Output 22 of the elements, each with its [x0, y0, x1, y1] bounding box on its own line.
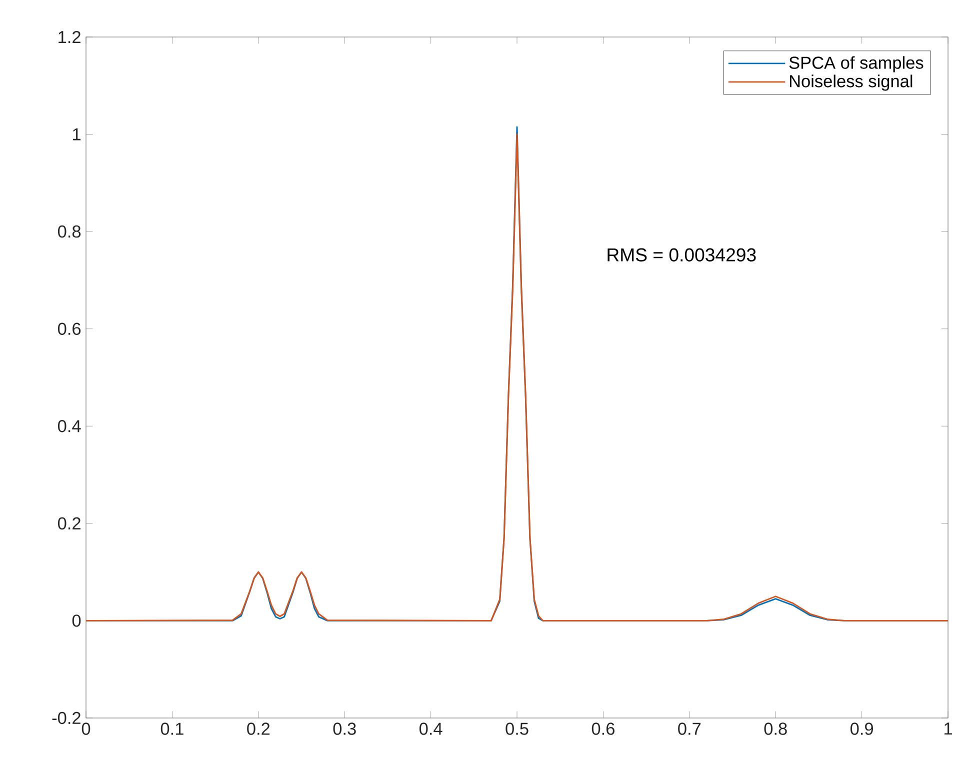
- x-tick-label: 0.6: [592, 722, 614, 735]
- y-tick-label: 0.6: [58, 322, 81, 335]
- x-tick-label: 0.3: [333, 722, 356, 735]
- x-tick-label: 0.1: [160, 722, 184, 735]
- y-tick-label: 0.4: [58, 420, 81, 432]
- annotation: RMS = 0.0034293: [608, 248, 756, 262]
- x-tick-label: 0.4: [419, 722, 442, 735]
- legend-label: SPCA of samples: [789, 56, 924, 72]
- x-tick-label: 0.5: [506, 722, 528, 735]
- x-tick-label: 0.8: [764, 722, 787, 735]
- y-tick-label: -0.2: [52, 712, 80, 724]
- y-tick-label: 0.2: [58, 517, 80, 530]
- x-tick-label: 0.2: [247, 722, 270, 735]
- y-tick-label: 1: [73, 128, 80, 140]
- y-tick-label: 0.8: [58, 225, 81, 238]
- x-tick-label: 1: [944, 722, 952, 735]
- x-tick-label: 0.7: [678, 722, 701, 735]
- y-tick-label: 1.2: [58, 30, 80, 44]
- x-tick-label: 0.9: [850, 722, 874, 735]
- y-tick-label: 0: [72, 614, 81, 627]
- legend-label: Noiseless signal: [790, 74, 912, 91]
- x-tick-label: 0: [82, 722, 90, 735]
